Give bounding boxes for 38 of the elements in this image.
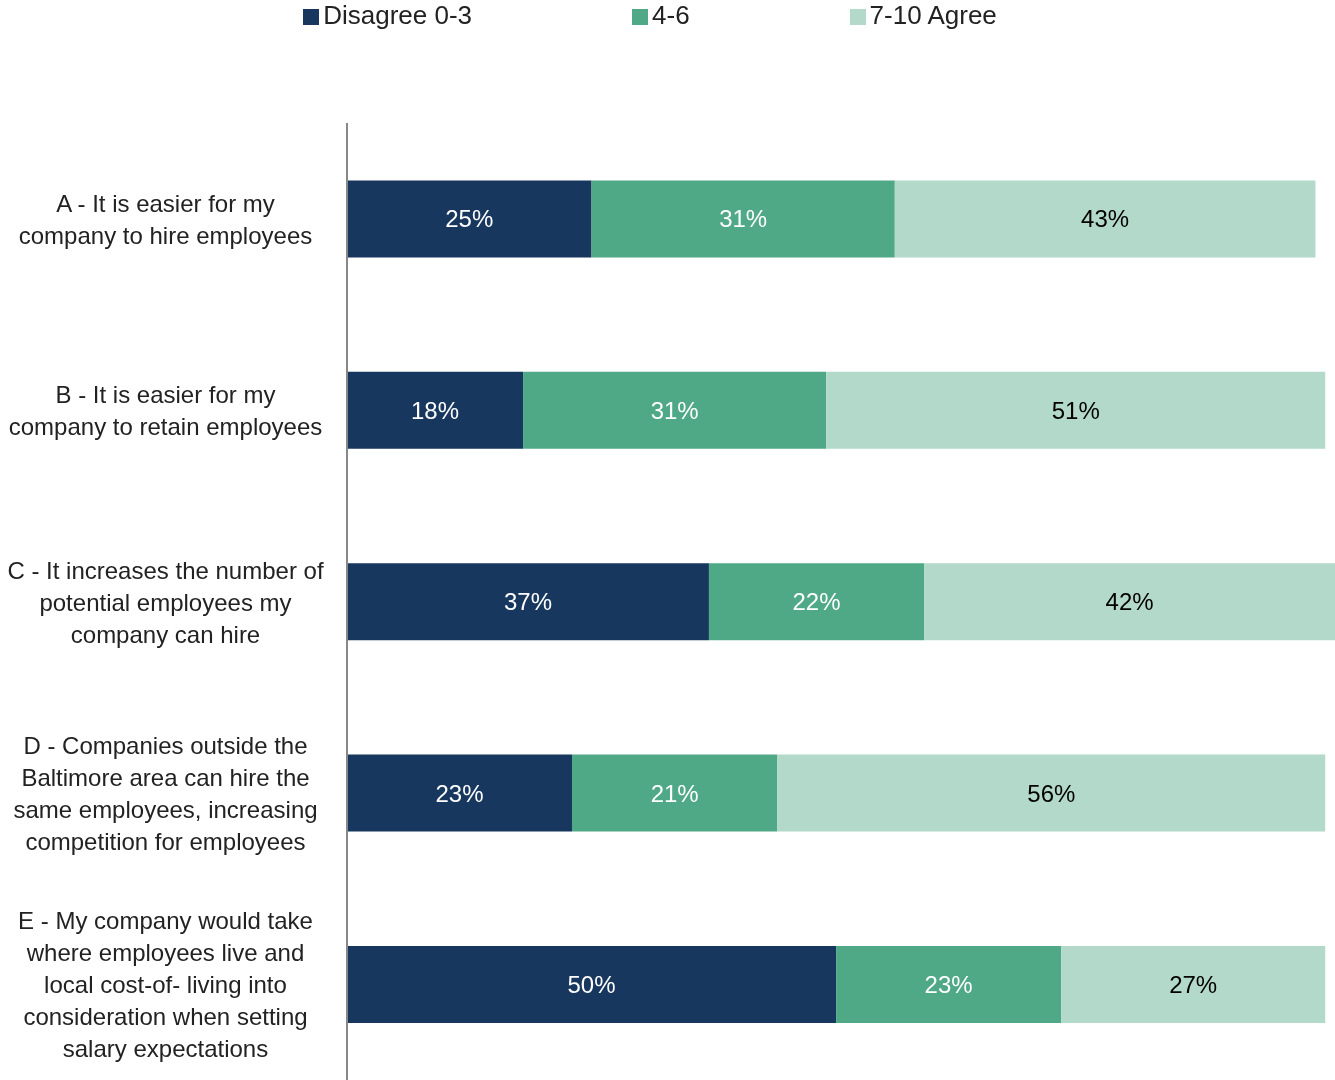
data-label: 27% xyxy=(1169,971,1218,999)
data-label: 43% xyxy=(1081,205,1130,233)
legend-label: 7-10 Agree xyxy=(869,0,997,30)
data-label: 42% xyxy=(1105,588,1154,616)
bar xyxy=(523,371,827,449)
legend-label: 4-6 xyxy=(652,0,690,30)
data-label: 37% xyxy=(503,588,552,616)
data-label: 50% xyxy=(567,971,616,999)
bar xyxy=(777,754,1326,832)
data-label: 51% xyxy=(1051,396,1100,424)
bar xyxy=(347,371,524,449)
legend-label: Disagree 0-3 xyxy=(323,0,473,30)
data-label: 21% xyxy=(650,779,699,807)
data-label: 23% xyxy=(924,971,973,999)
bar xyxy=(347,563,709,641)
bar xyxy=(924,563,1335,641)
bar xyxy=(347,754,572,832)
bar xyxy=(836,946,1062,1024)
y-tick-label: A - It is easier for my company to hire employees xyxy=(18,189,313,249)
y-tick-label: D - Companies outside the Baltimore area can hire the same employees, increasing competition for employees xyxy=(13,731,318,855)
bar xyxy=(708,563,925,641)
bar xyxy=(1061,946,1326,1024)
data-label: 23% xyxy=(435,779,484,807)
bar xyxy=(571,754,778,832)
bar xyxy=(591,180,895,258)
y-tick-label: C - It increases the number of potential employees my company can hire xyxy=(7,556,324,647)
bar xyxy=(826,371,1326,449)
bar xyxy=(894,180,1316,258)
data-label: 22% xyxy=(792,588,841,616)
data-label: 18% xyxy=(411,396,460,424)
y-tick-label: E - My company would take where employees live and local cost-of- living into consideration when setting salary expectations xyxy=(18,906,313,1062)
data-label: 31% xyxy=(650,396,699,424)
bar xyxy=(347,180,592,258)
data-label: 25% xyxy=(445,205,494,233)
data-label: 56% xyxy=(1027,779,1076,807)
bar xyxy=(347,946,837,1024)
data-label: 31% xyxy=(719,205,768,233)
y-tick-label: B - It is easier for my company to retain employees xyxy=(8,380,323,440)
